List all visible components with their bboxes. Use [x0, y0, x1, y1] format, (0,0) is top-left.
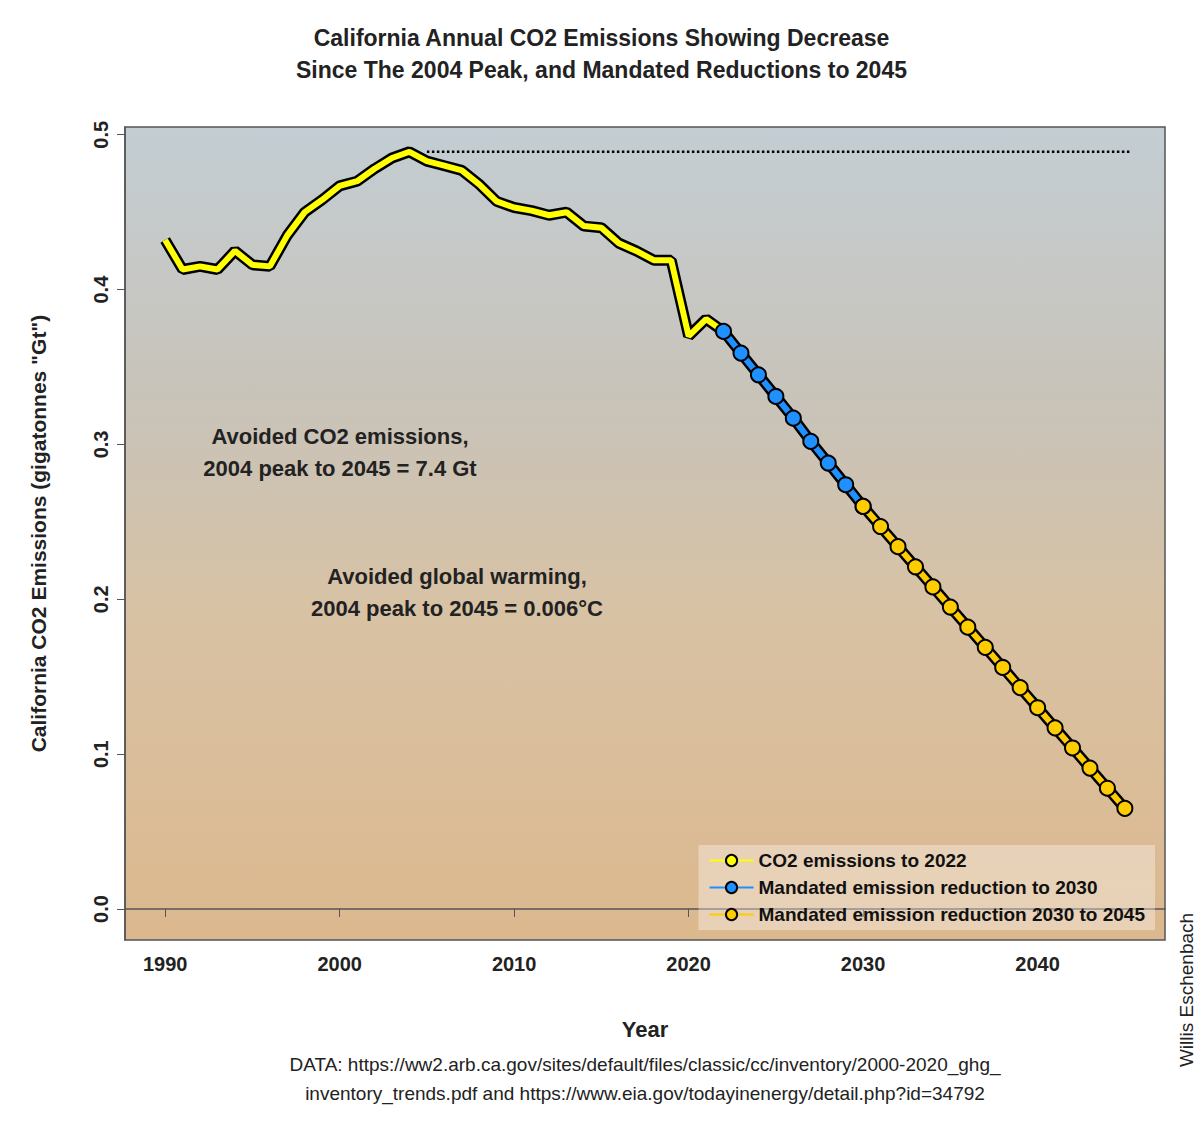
svg-text:2010: 2010: [492, 953, 537, 975]
svg-text:0.0: 0.0: [90, 895, 112, 923]
svg-text:2020: 2020: [666, 953, 711, 975]
svg-text:2004 peak to 2045 = 0.006°C: 2004 peak to 2045 = 0.006°C: [311, 596, 603, 621]
svg-text:0.5: 0.5: [90, 121, 112, 149]
svg-text:2000: 2000: [317, 953, 362, 975]
svg-text:0.4: 0.4: [90, 275, 112, 304]
svg-text:Willis Eschenbach: Willis Eschenbach: [1176, 913, 1197, 1067]
svg-text:inventory_trends.pdf and https: inventory_trends.pdf and https://www.eia…: [305, 1083, 985, 1105]
svg-text:0.1: 0.1: [90, 740, 112, 768]
svg-text:2004 peak to 2045 = 7.4 Gt: 2004 peak to 2045 = 7.4 Gt: [203, 456, 477, 481]
svg-text:CO2 emissions to 2022: CO2 emissions to 2022: [759, 850, 967, 871]
svg-text:Avoided global warming,: Avoided global warming,: [327, 564, 587, 589]
svg-text:0.2: 0.2: [90, 585, 112, 613]
svg-text:Mandated emission reduction 20: Mandated emission reduction 2030 to 2045: [759, 904, 1146, 925]
svg-text:2040: 2040: [1015, 953, 1060, 975]
svg-text:Avoided CO2 emissions,: Avoided CO2 emissions,: [211, 424, 468, 449]
svg-text:DATA: https://ww2.arb.ca.gov/s: DATA: https://ww2.arb.ca.gov/sites/defau…: [289, 1054, 1001, 1076]
svg-text:Since The 2004 Peak, and Manda: Since The 2004 Peak, and Mandated Reduct…: [296, 57, 907, 83]
svg-text:1990: 1990: [143, 953, 188, 975]
svg-text:0.3: 0.3: [90, 431, 112, 459]
svg-text:California Annual CO2 Emission: California Annual CO2 Emissions Showing …: [314, 25, 890, 51]
svg-text:Year: Year: [622, 1017, 669, 1042]
svg-text:California CO2 Emissions (giga: California CO2 Emissions (gigatonnes "Gt…: [27, 315, 50, 753]
svg-text:Mandated emission reduction to: Mandated emission reduction to 2030: [759, 877, 1098, 898]
svg-text:2030: 2030: [841, 953, 886, 975]
